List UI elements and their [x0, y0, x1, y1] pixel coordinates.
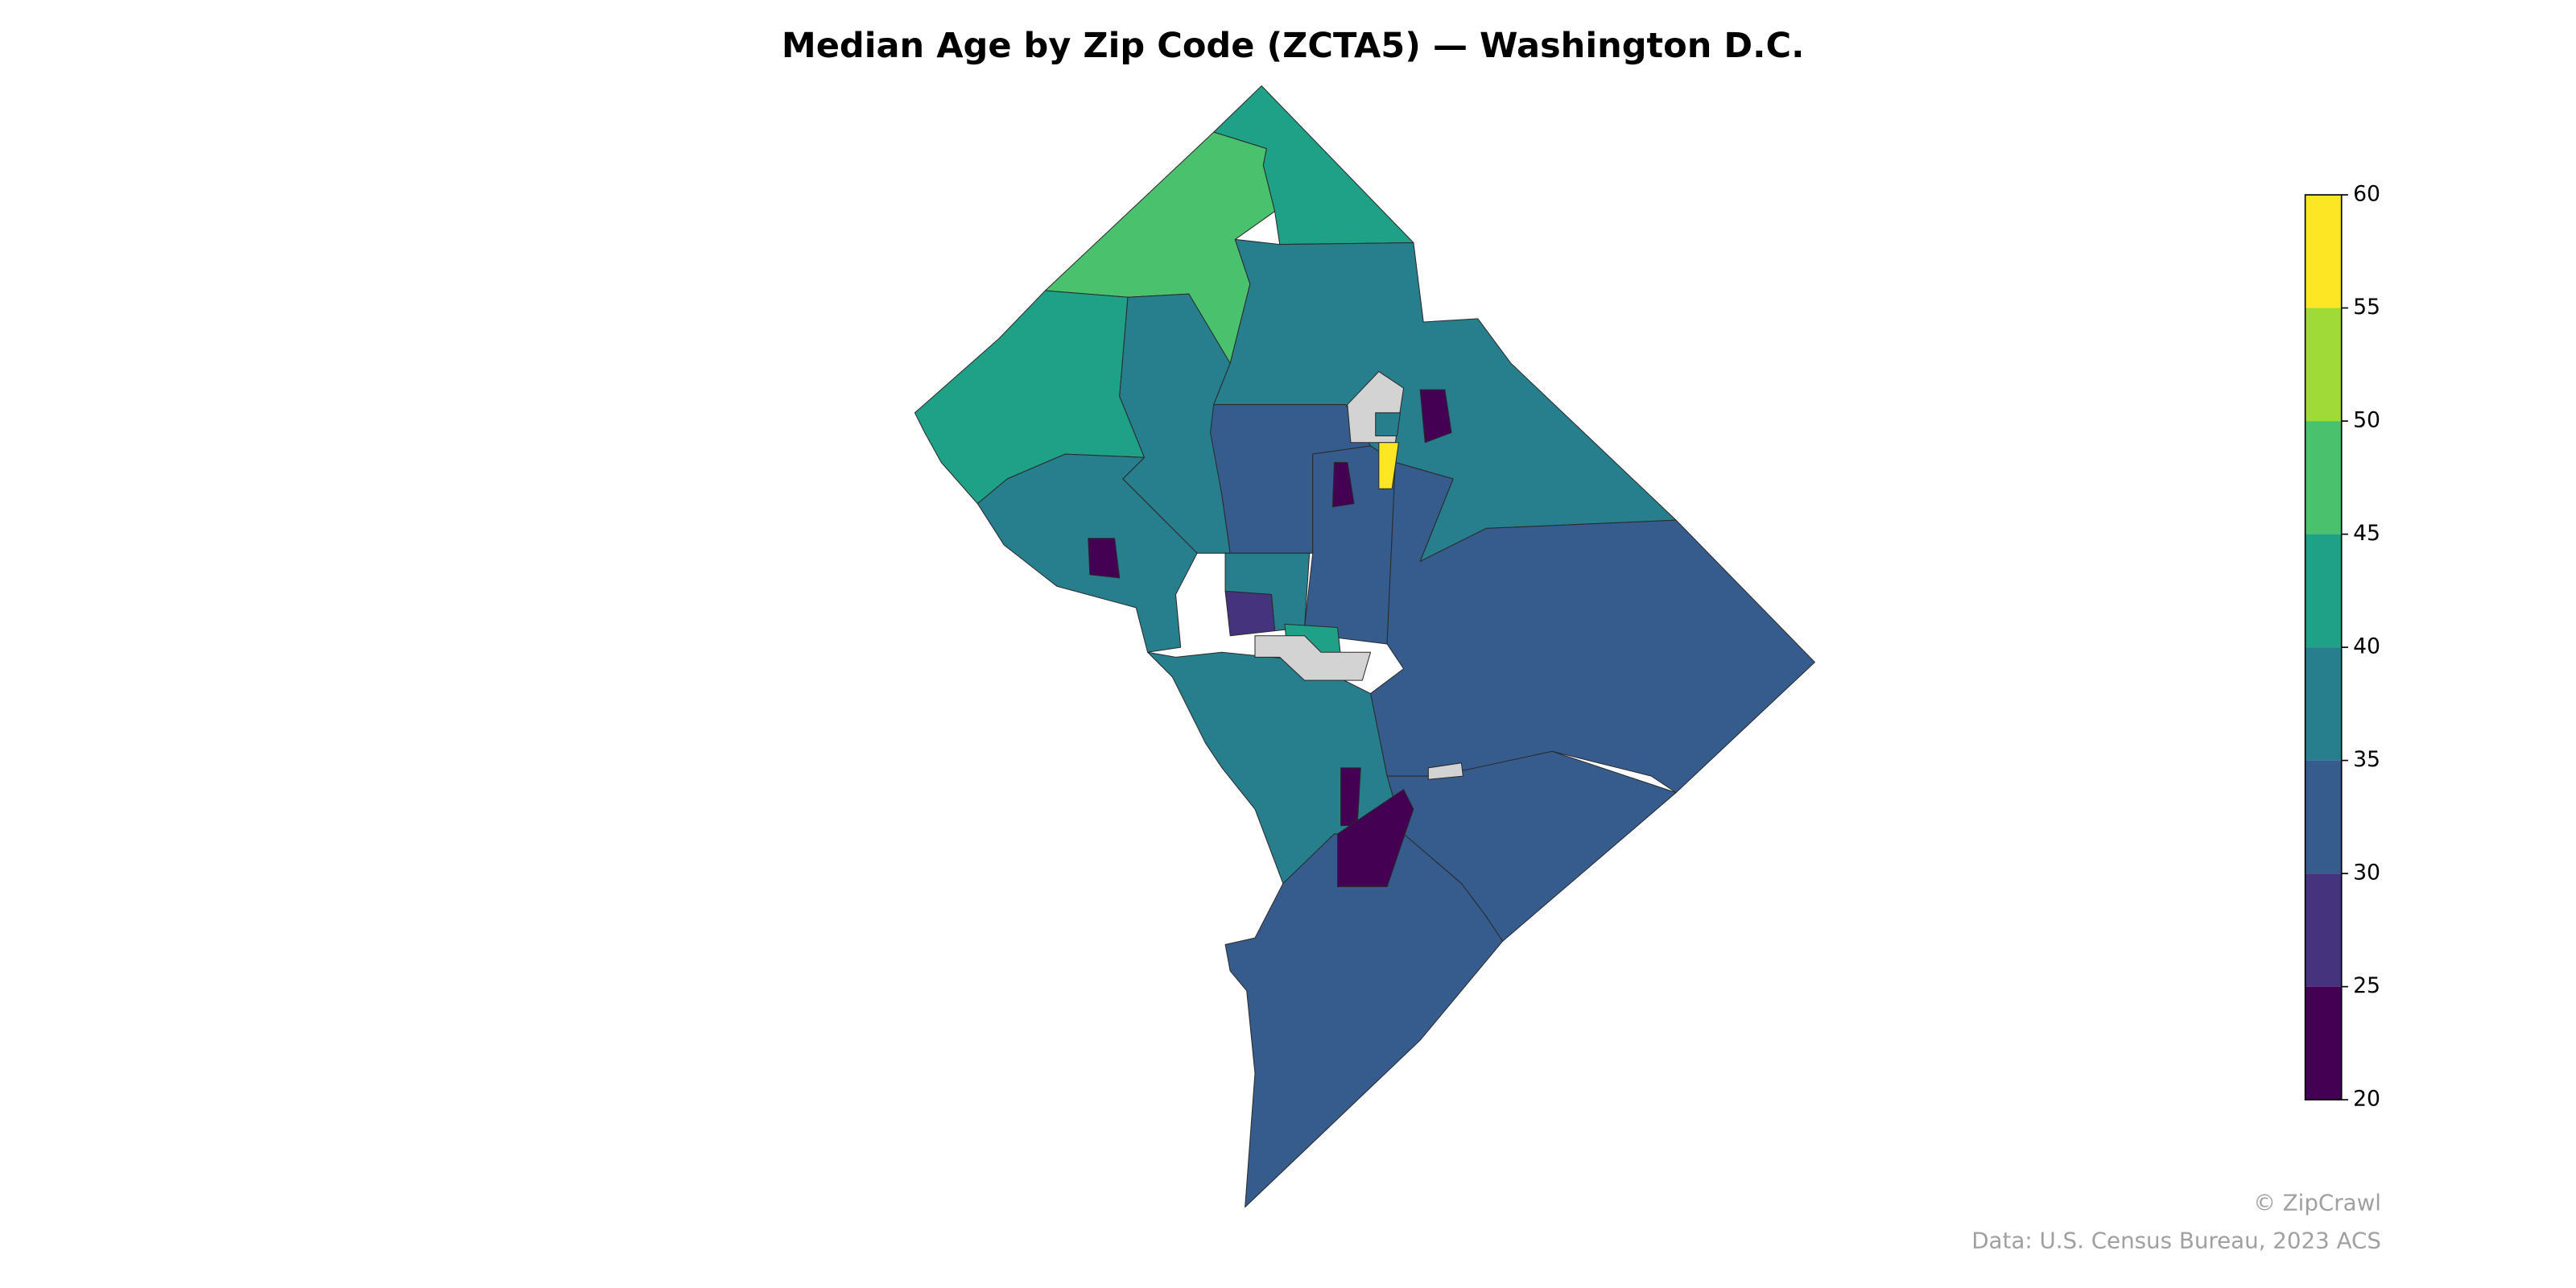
- colorbar-tick-label: 55: [2353, 295, 2380, 320]
- zip-region: [1254, 635, 1372, 681]
- zip-region: [1337, 788, 1414, 888]
- colorbar-bin: [2305, 986, 2342, 1100]
- zip-region: [1370, 461, 1815, 794]
- zip-region: [976, 453, 1198, 653]
- region-layer: [914, 85, 1815, 1208]
- colorbar-bin: [2305, 195, 2342, 308]
- zip-region: [1224, 590, 1276, 637]
- zip-region: [1331, 461, 1355, 508]
- colorbar-tick-label: 60: [2353, 182, 2380, 207]
- colorbar-tick-label: 35: [2353, 747, 2380, 772]
- zip-region: [1375, 412, 1401, 437]
- map-title: Median Age by Zip Code (ZCTA5) — Washing…: [782, 26, 1805, 66]
- zip-region: [1224, 833, 1504, 1208]
- colorbar-tick-label: 20: [2353, 1087, 2380, 1112]
- zip-region: [1303, 445, 1396, 645]
- colorbar-bin: [2305, 308, 2342, 422]
- source-note: Data: U.S. Census Bureau, 2023 ACS: [1971, 1228, 2381, 1254]
- zip-region: [1340, 767, 1361, 827]
- colorbar: 20 25 30 35 40 45 50 55 60: [2304, 182, 2380, 1112]
- zip-region: [1427, 762, 1463, 780]
- colorbar-tick-label: 45: [2353, 521, 2380, 546]
- colorbar-tick-label: 50: [2353, 408, 2380, 433]
- zip-region: [1378, 442, 1399, 489]
- credit: © ZipCrawl: [2253, 1189, 2381, 1216]
- zip-region: [1088, 538, 1121, 579]
- colorbar-bin: [2305, 534, 2342, 648]
- colorbar-tick-label: 30: [2353, 861, 2380, 886]
- colorbar-tick-label: 40: [2353, 634, 2380, 659]
- colorbar-bin: [2305, 760, 2342, 874]
- colorbar-tick-label: 25: [2353, 973, 2380, 998]
- colorbar-bin: [2305, 647, 2342, 761]
- colorbar-bin: [2305, 873, 2342, 987]
- zip-region: [1119, 293, 1231, 554]
- zip-region: [1419, 389, 1452, 444]
- colorbar-bin: [2305, 421, 2342, 535]
